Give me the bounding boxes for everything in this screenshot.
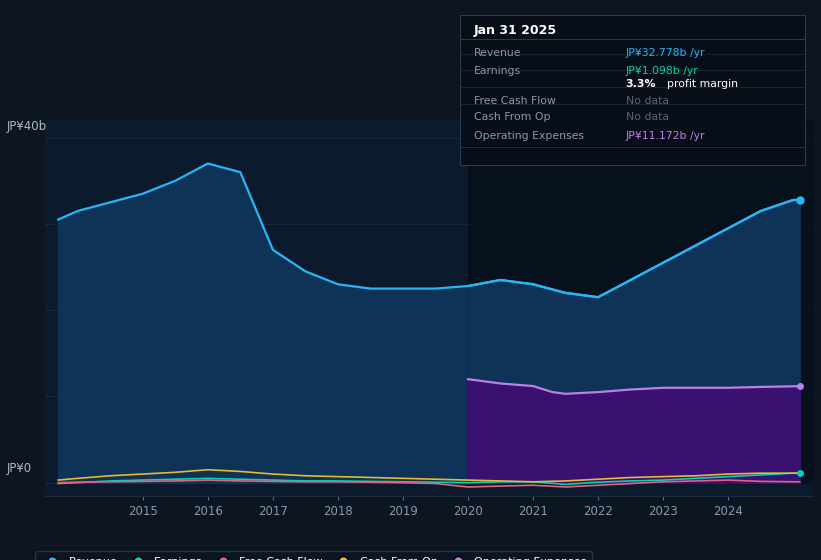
Text: Free Cash Flow: Free Cash Flow [474, 96, 556, 106]
Text: Jan 31 2025: Jan 31 2025 [474, 24, 557, 37]
Text: JP¥11.172b /yr: JP¥11.172b /yr [626, 131, 705, 141]
Text: JP¥40b: JP¥40b [7, 120, 47, 133]
Text: Cash From Op: Cash From Op [474, 112, 550, 122]
FancyBboxPatch shape [460, 15, 805, 165]
Text: JP¥0: JP¥0 [7, 462, 32, 475]
Text: 3.3%: 3.3% [626, 79, 656, 88]
Text: Earnings: Earnings [474, 66, 521, 76]
Text: No data: No data [626, 112, 668, 122]
Bar [468, 120, 813, 483]
Text: JP¥32.778b /yr: JP¥32.778b /yr [626, 48, 705, 58]
Text: profit margin: profit margin [667, 79, 738, 88]
Text: JP¥1.098b /yr: JP¥1.098b /yr [626, 66, 699, 76]
Text: Revenue: Revenue [474, 48, 521, 58]
Legend: Revenue, Earnings, Free Cash Flow, Cash From Op, Operating Expenses: Revenue, Earnings, Free Cash Flow, Cash … [35, 552, 592, 560]
Text: Operating Expenses: Operating Expenses [474, 131, 584, 141]
Text: No data: No data [626, 96, 668, 106]
